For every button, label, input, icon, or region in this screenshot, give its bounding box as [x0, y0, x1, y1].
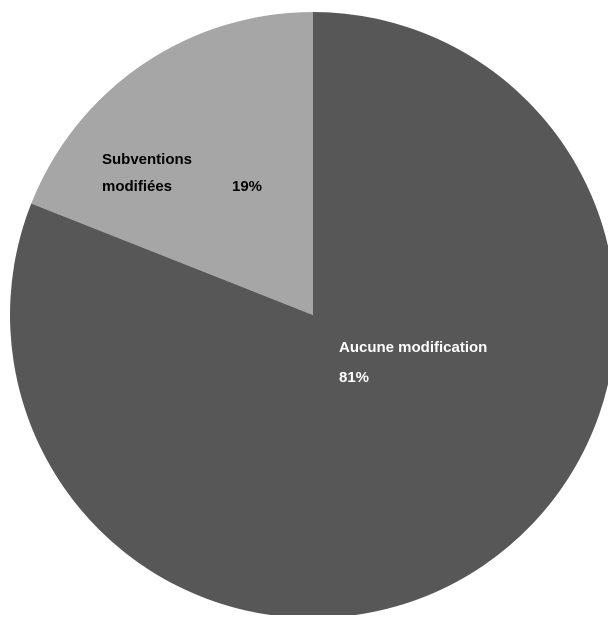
slice-label-subventions-line1: Subventions: [102, 151, 192, 168]
pie-slice-1: [31, 12, 314, 315]
labels-layer: Aucune modification 81% Subventions modi…: [102, 151, 487, 386]
slice-value-subventions: 19%: [232, 178, 262, 195]
slices-layer: [10, 12, 608, 618]
slice-label-aucune-modification: Aucune modification: [339, 339, 487, 356]
slice-value-aucune-modification: 81%: [339, 369, 369, 386]
slice-label-subventions-line2: modifiées: [102, 178, 172, 195]
pie-slice-0: [10, 12, 608, 618]
